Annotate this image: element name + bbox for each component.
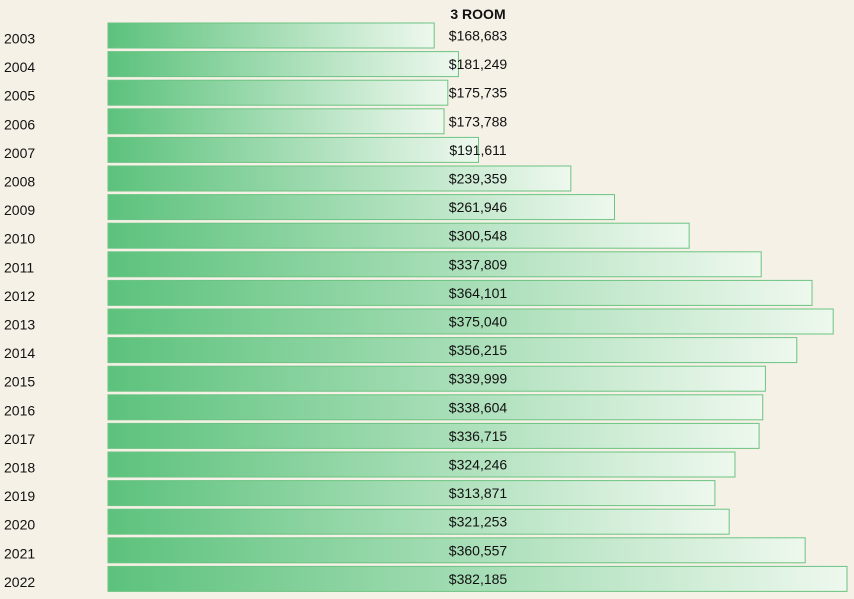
bar-row-2010: 2010 $300,548 xyxy=(4,222,690,249)
bar xyxy=(107,422,760,449)
value-label: $181,249 xyxy=(449,56,508,72)
bar xyxy=(107,51,459,78)
bar-row-2006: 2006 $173,788 xyxy=(4,108,508,135)
year-label: 2018 xyxy=(4,460,35,476)
year-label: 2022 xyxy=(4,574,35,590)
bar xyxy=(107,22,435,49)
year-label: 2013 xyxy=(4,317,35,333)
chart-title: 3 ROOM xyxy=(450,6,505,22)
bar-row-2004: 2004 $181,249 xyxy=(4,51,508,78)
value-label: $337,809 xyxy=(449,256,508,272)
bar-row-2016: 2016 $338,604 xyxy=(4,394,764,421)
bar-row-2009: 2009 $261,946 xyxy=(4,194,616,221)
value-label: $261,946 xyxy=(449,199,508,215)
year-label: 2014 xyxy=(4,345,35,361)
bar-row-2012: 2012 $364,101 xyxy=(4,279,813,306)
bar-row-2017: 2017 $336,715 xyxy=(4,422,760,449)
year-label: 2019 xyxy=(4,488,35,504)
bar xyxy=(107,537,806,564)
value-label: $375,040 xyxy=(449,314,508,330)
bar xyxy=(107,365,766,392)
value-label: $356,215 xyxy=(449,342,508,358)
value-label: $324,246 xyxy=(449,457,508,473)
value-label: $300,548 xyxy=(449,228,508,244)
year-label: 2017 xyxy=(4,431,35,447)
year-label: 2015 xyxy=(4,374,35,390)
value-label: $360,557 xyxy=(449,542,508,558)
value-label: $168,683 xyxy=(449,28,508,44)
value-label: $336,715 xyxy=(449,428,508,444)
value-label: $364,101 xyxy=(449,285,508,301)
bar xyxy=(107,79,449,106)
bar-row-2008: 2008 $239,359 xyxy=(4,165,572,192)
bar-row-2022: 2022 $382,185 xyxy=(4,565,848,592)
bar-rows: 2003 $168,683 2004 $181,249 2005 $175,735 2006… xyxy=(4,22,848,592)
bar-row-2014: 2014 $356,215 xyxy=(4,337,798,364)
bar-row-2003: 2003 $168,683 xyxy=(4,22,508,49)
bar xyxy=(107,108,445,135)
bar xyxy=(107,308,834,335)
bar xyxy=(107,480,716,507)
year-label: 2009 xyxy=(4,202,35,218)
year-label: 2003 xyxy=(4,31,35,47)
value-label: $239,359 xyxy=(449,171,508,187)
value-label: $175,735 xyxy=(449,85,508,101)
bar xyxy=(107,136,480,163)
year-label: 2004 xyxy=(4,59,35,75)
bar xyxy=(107,394,764,421)
year-label: 2020 xyxy=(4,517,35,533)
bar xyxy=(107,194,616,221)
bar-row-2015: 2015 $339,999 xyxy=(4,365,766,392)
value-label: $338,604 xyxy=(449,399,508,415)
bar-row-2018: 2018 $324,246 xyxy=(4,451,736,478)
value-label: $173,788 xyxy=(449,113,508,129)
value-label: $382,185 xyxy=(449,571,508,587)
bar-row-2011: 2011 $337,809 xyxy=(4,251,762,278)
bar xyxy=(107,165,572,192)
year-label: 2012 xyxy=(4,288,35,304)
bar-row-2019: 2019 $313,871 xyxy=(4,480,716,507)
bar xyxy=(107,279,813,306)
bar-row-2005: 2005 $175,735 xyxy=(4,79,508,106)
bar xyxy=(107,222,690,249)
value-label: $313,871 xyxy=(449,485,508,501)
bar xyxy=(107,251,762,278)
year-label: 2010 xyxy=(4,231,35,247)
year-label: 2021 xyxy=(4,545,35,561)
bar-row-2021: 2021 $360,557 xyxy=(4,537,806,564)
bar xyxy=(107,565,848,592)
year-label: 2011 xyxy=(4,259,34,275)
bar-row-2020: 2020 $321,253 xyxy=(4,508,730,535)
value-label: $191,611 xyxy=(449,142,507,158)
bar xyxy=(107,508,730,535)
bar xyxy=(107,451,736,478)
value-label: $339,999 xyxy=(449,371,508,387)
year-label: 2007 xyxy=(4,145,35,161)
year-label: 2005 xyxy=(4,88,35,104)
bar-row-2007: 2007 $191,611 xyxy=(4,136,507,163)
year-label: 2008 xyxy=(4,174,35,190)
year-label: 2006 xyxy=(4,116,35,132)
year-label: 2016 xyxy=(4,402,35,418)
bar-row-2013: 2013 $375,040 xyxy=(4,308,834,335)
value-label: $321,253 xyxy=(449,514,508,530)
bar xyxy=(107,337,798,364)
